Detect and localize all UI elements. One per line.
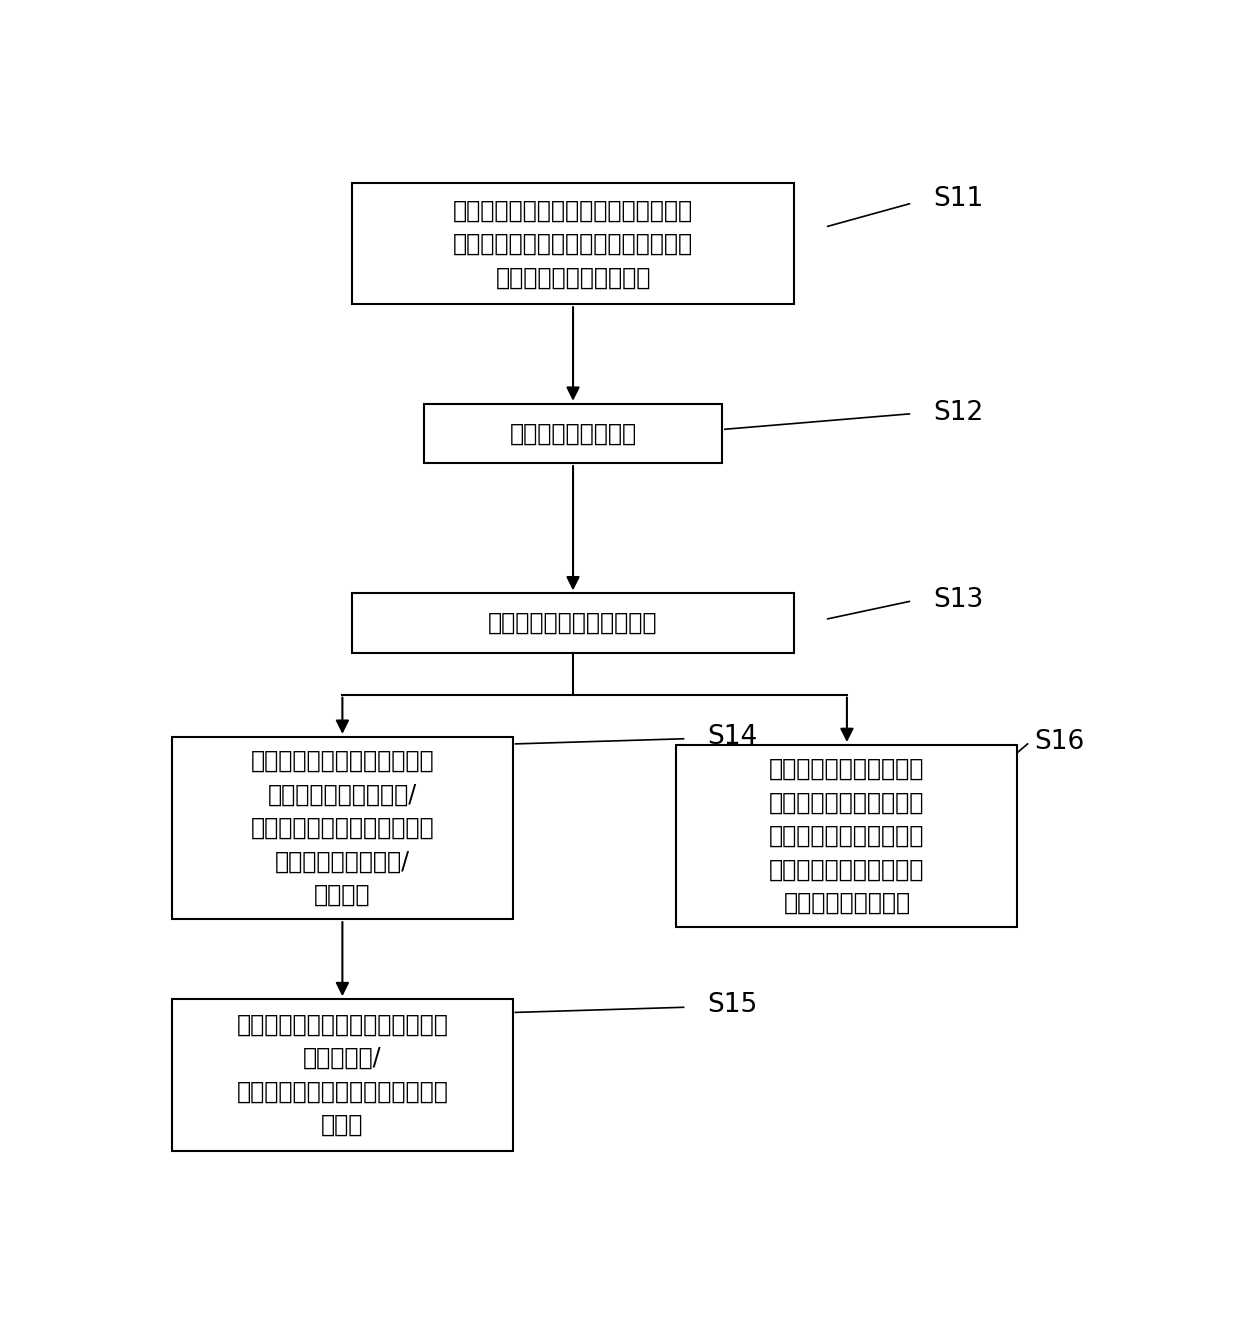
Bar: [676, 745, 1018, 928]
Bar: [172, 1000, 513, 1151]
Text: 根据原始辐射图像建立典型图像库，典
型图像库中包括每一预设货物类型下各
自对应的标准图和违规图: 根据原始辐射图像建立典型图像库，典 型图像库中包括每一预设货物类型下各 自对应的…: [453, 198, 693, 289]
Text: 根据待分析辐射图像的特
征，分析待分析辐射图像
对应的扫描货物所含的货
物类别，获得待分析辐射
图像的货物分类信息: 根据待分析辐射图像的特 征，分析待分析辐射图像 对应的扫描货物所含的货 物类别，…: [769, 757, 925, 916]
Text: 提取待分析辐射图像的特征: 提取待分析辐射图像的特征: [489, 611, 657, 635]
Bar: [424, 403, 722, 463]
Text: S16: S16: [1034, 729, 1085, 755]
Bar: [172, 737, 513, 920]
Bar: [352, 184, 794, 305]
Text: 根据与待分析辐射图像的特征相似
的标准图和/
或违规图的比对，获得两者之间的
相似度: 根据与待分析辐射图像的特征相似 的标准图和/ 或违规图的比对，获得两者之间的 相…: [237, 1013, 449, 1137]
Text: 将待分析辐射图像的特征与典
型图像库中的标准图和/
或违规图进行比对，获得与其
特征相符的标准图和/
或违规图: 将待分析辐射图像的特征与典 型图像库中的标准图和/ 或违规图进行比对，获得与其 …: [250, 749, 434, 906]
Bar: [352, 594, 794, 652]
Text: S15: S15: [708, 992, 758, 1018]
Text: S12: S12: [934, 399, 983, 426]
Text: 获取待分析辐射图像: 获取待分析辐射图像: [510, 422, 636, 446]
Text: S11: S11: [934, 185, 983, 212]
Text: S13: S13: [934, 587, 983, 614]
Text: S14: S14: [708, 724, 758, 749]
